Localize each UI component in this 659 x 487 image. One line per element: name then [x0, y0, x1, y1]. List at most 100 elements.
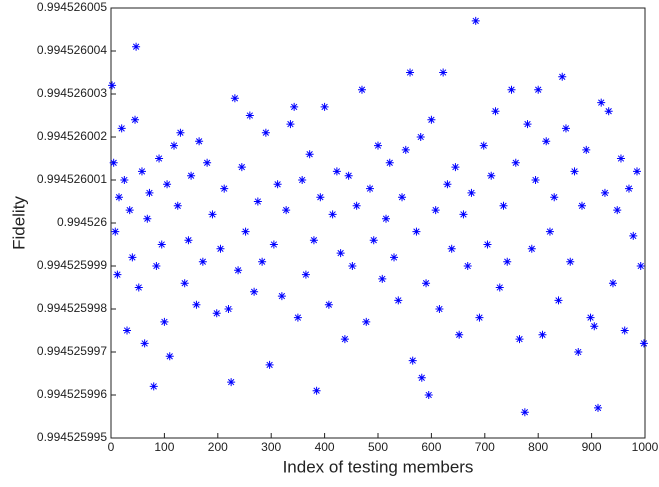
point [422, 279, 431, 288]
point [406, 68, 415, 77]
point [109, 158, 118, 167]
point [293, 313, 302, 322]
point [108, 81, 117, 90]
point [620, 326, 629, 335]
point [362, 317, 371, 326]
point [282, 206, 291, 215]
point [463, 262, 472, 270]
point [604, 107, 613, 116]
point [417, 373, 426, 382]
point [128, 253, 137, 262]
point [137, 167, 146, 176]
point [431, 206, 440, 215]
point [120, 176, 129, 184]
x-tick-label: 900 [582, 440, 602, 454]
point [176, 128, 185, 137]
x-tick-label: 200 [208, 440, 228, 454]
point [475, 313, 484, 322]
point [258, 257, 267, 266]
y-axis-label: Fidelity [9, 196, 28, 250]
point [140, 339, 149, 348]
point [241, 227, 250, 236]
point [561, 124, 570, 133]
point [131, 115, 140, 124]
point [527, 244, 536, 253]
y-tick-label: 0.994525996 [37, 387, 107, 401]
point [269, 240, 278, 249]
point [483, 240, 492, 249]
y-tick-label: 0.994526005 [37, 0, 107, 14]
point [163, 180, 172, 189]
point [378, 274, 387, 283]
point [198, 257, 207, 266]
point [344, 171, 353, 180]
point [616, 154, 625, 163]
point [157, 240, 166, 249]
x-tick-label: 800 [528, 440, 548, 454]
point [357, 85, 366, 94]
point [245, 111, 254, 120]
y-tick-label: 0.994525999 [37, 258, 107, 272]
point [467, 188, 476, 197]
point [590, 322, 599, 331]
point [155, 154, 164, 163]
y-tick-label: 0.994526001 [37, 172, 107, 186]
point [184, 236, 193, 245]
point [632, 167, 641, 176]
point [534, 85, 543, 94]
point [113, 270, 122, 279]
point [503, 257, 512, 266]
x-tick-label: 400 [315, 440, 335, 454]
point [111, 227, 120, 236]
point [220, 184, 229, 193]
point [312, 386, 321, 395]
point [597, 98, 606, 107]
x-tick-label: 100 [154, 440, 174, 454]
point [398, 193, 407, 202]
point [479, 141, 488, 150]
point [511, 158, 520, 167]
point [316, 193, 325, 202]
point [520, 408, 529, 417]
y-tick-label: 0.994526003 [37, 86, 107, 100]
x-tick-label: 700 [475, 440, 495, 454]
point [495, 283, 504, 292]
point [224, 305, 233, 313]
point [305, 150, 314, 159]
point [455, 330, 464, 339]
point [577, 201, 586, 210]
point [286, 120, 295, 129]
point [451, 163, 460, 172]
point [149, 382, 158, 391]
point [309, 236, 318, 245]
point [594, 403, 603, 412]
point [173, 201, 182, 210]
point [230, 94, 239, 103]
point [499, 201, 508, 210]
point [416, 133, 425, 141]
point [459, 210, 468, 219]
x-tick-label: 300 [261, 440, 281, 454]
y-tick-label: 0.994526 [57, 215, 107, 229]
point [608, 279, 617, 288]
point [237, 163, 246, 172]
y-tick-label: 0.994525998 [37, 301, 107, 315]
point [439, 68, 448, 77]
point [586, 313, 595, 322]
point [624, 184, 633, 193]
point [115, 193, 124, 202]
point [208, 210, 217, 219]
point [324, 300, 333, 309]
point [277, 292, 286, 301]
point [132, 42, 141, 51]
point [613, 206, 622, 215]
point [365, 184, 374, 193]
point [523, 120, 532, 129]
point [435, 305, 444, 313]
point [629, 231, 638, 240]
point [261, 128, 270, 137]
y-tick-label: 0.994525995 [37, 430, 107, 444]
point [234, 266, 243, 275]
point [298, 176, 307, 184]
